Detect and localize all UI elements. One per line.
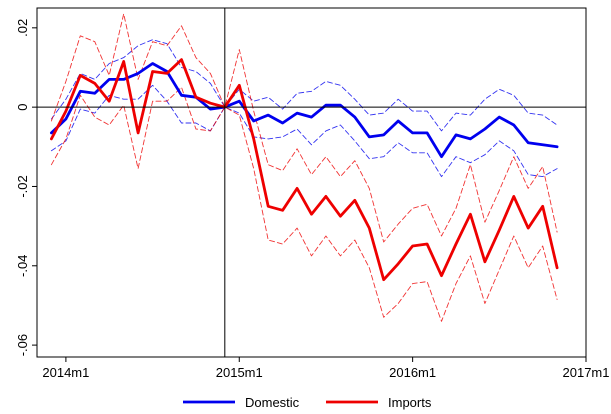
y-tick-label: 0 bbox=[15, 104, 30, 111]
reference-lines bbox=[37, 8, 586, 357]
series-line-imports-upper-band bbox=[50, 13, 558, 243]
y-tick-label: -.04 bbox=[15, 255, 30, 277]
x-tick-label: 2014m1 bbox=[42, 365, 89, 380]
y-tick-label: -.02 bbox=[15, 175, 30, 197]
series-line-imports bbox=[50, 58, 559, 282]
axes-layer: 2014m1 2015m1 2016m1 2017m1 .02 0 -.02 -.04 -.06 bbox=[15, 7, 610, 380]
series-line-domestic bbox=[50, 62, 559, 159]
series-line-imports-lower-band bbox=[50, 86, 558, 322]
series-line-domestic-upper-band bbox=[50, 39, 558, 132]
x-tick-label: 2015m1 bbox=[216, 365, 263, 380]
legend-label: Domestic bbox=[245, 395, 300, 410]
series-line-domestic-lower-band bbox=[50, 84, 558, 178]
plot-frame bbox=[36, 7, 587, 358]
y-tick-label: -.06 bbox=[15, 334, 30, 356]
legend: Domestic Imports bbox=[183, 395, 432, 410]
legend-label: Imports bbox=[388, 395, 432, 410]
series-layer bbox=[50, 13, 559, 322]
y-tick-label: .02 bbox=[15, 19, 30, 37]
x-tick-label: 2017m1 bbox=[563, 365, 610, 380]
x-tick-label: 2016m1 bbox=[389, 365, 436, 380]
